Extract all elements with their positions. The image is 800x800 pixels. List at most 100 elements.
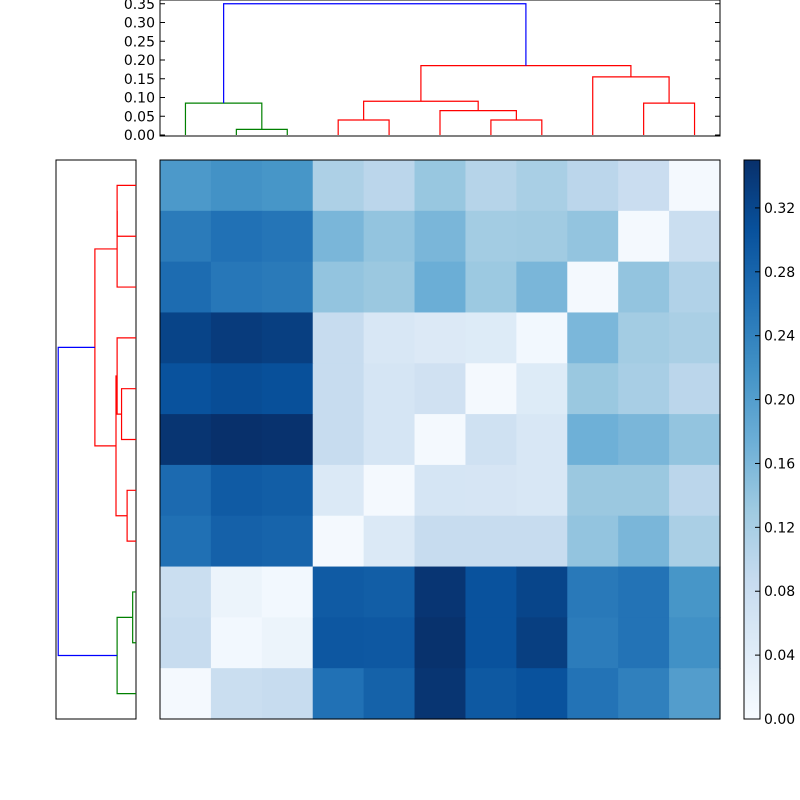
top-dendrogram-link (184, 102, 263, 135)
heatmap-cell (312, 668, 365, 720)
heatmap-cell (210, 312, 263, 364)
colorbar-tick-label: 0.00 (764, 712, 795, 728)
heatmap-cell (567, 515, 619, 568)
top-dendrogram-link (439, 110, 517, 135)
heatmap-cell (567, 312, 619, 364)
heatmap-cell (261, 312, 314, 364)
heatmap-cell (261, 261, 314, 314)
heatmap-cell (363, 617, 416, 669)
heatmap-cell (312, 617, 365, 669)
heatmap-cell (363, 464, 416, 517)
heatmap-cell (261, 617, 314, 669)
top-dendrogram-tick-label: 0.15 (124, 72, 155, 88)
heatmap-cell (414, 515, 467, 568)
heatmap-cell (516, 414, 568, 466)
heatmap-cell (669, 617, 721, 669)
colorbar-tick-label: 0.32 (764, 201, 795, 217)
heatmap-cell (312, 210, 365, 263)
heatmap-cell (669, 312, 721, 364)
heatmap-cell (363, 414, 416, 466)
heatmap-cell (414, 414, 467, 466)
heatmap-cell (210, 261, 263, 314)
heatmap-cell (567, 210, 619, 263)
heatmap-cell (160, 617, 212, 669)
heatmap-cell (414, 312, 467, 364)
heatmap-cell (465, 261, 517, 314)
colorbar-tick-label: 0.04 (764, 648, 795, 664)
heatmap-cell (516, 210, 568, 263)
heatmap-cell (414, 363, 467, 415)
heatmap-cell (618, 261, 670, 314)
heatmap-cell (261, 210, 314, 263)
heatmap-cell (312, 464, 365, 517)
heatmap-cell (160, 414, 212, 466)
heatmap-cell (567, 160, 619, 212)
top-dendrogram-link (592, 76, 670, 135)
heatmap-cell (669, 464, 721, 517)
heatmap-cell (618, 414, 670, 466)
heatmap-cell (567, 363, 619, 415)
heatmap-cell (160, 668, 212, 720)
left-dendrogram-link (120, 388, 136, 441)
heatmap-cell (567, 464, 619, 517)
heatmap-cell (618, 668, 670, 720)
heatmap-cell (312, 160, 365, 212)
heatmap-cell (210, 160, 263, 212)
top-dendrogram-link (420, 65, 632, 102)
heatmap-cell (465, 160, 517, 212)
heatmap-cell (567, 414, 619, 466)
heatmap-cell (363, 312, 416, 364)
heatmap-cell (414, 160, 467, 212)
top-dendrogram-tick-label: 0.25 (124, 34, 155, 50)
top-dendrogram-frame (159, 0, 721, 137)
heatmap-cell (618, 363, 670, 415)
heatmap-cell (669, 160, 721, 212)
heatmap-cell (261, 160, 314, 212)
heatmap-cell (210, 363, 263, 415)
colorbar-tick-label: 0.20 (764, 393, 795, 409)
colorbar-axis: 0.00 0.04 0.08 0.12 0.16 0.20 0.24 0.28 0.32 (755, 201, 795, 728)
heatmap-cell (312, 363, 365, 415)
heatmap-cell (261, 668, 314, 720)
heatmap-cell (618, 210, 670, 263)
heatmap-cell (414, 210, 467, 263)
heatmap-cell (465, 566, 517, 618)
heatmap-cell (160, 363, 212, 415)
heatmap-cell (160, 261, 212, 314)
heatmap-cell (210, 668, 263, 720)
heatmap-cell (363, 160, 416, 212)
heatmap-cell (618, 566, 670, 618)
heatmap-cell (618, 617, 670, 669)
heatmap-cell (618, 312, 670, 364)
heatmap-grid (160, 160, 721, 720)
colorbar-tick-label: 0.24 (764, 329, 795, 345)
top-dendrogram-link (337, 119, 390, 135)
heatmap-cell (567, 668, 619, 720)
heatmap-cell (210, 210, 263, 263)
heatmap-cell (465, 464, 517, 517)
colorbar-tick-label: 0.16 (764, 456, 795, 472)
top-dendrogram-link (223, 3, 527, 104)
heatmap-cell (363, 261, 416, 314)
top-dendrogram-tick-label: 0.00 (124, 128, 155, 144)
heatmap-cell (414, 261, 467, 314)
heatmap-cell (261, 363, 314, 415)
left-dendrogram-link (94, 248, 118, 447)
heatmap-cell (210, 515, 263, 568)
heatmap-cell (516, 668, 568, 720)
heatmap-cell (618, 464, 670, 517)
heatmap-cell (312, 515, 365, 568)
heatmap-cell (516, 312, 568, 364)
heatmap-cell (465, 668, 517, 720)
top-dendrogram-link (235, 128, 288, 135)
top-dendrogram-tick-label: 0.35 (124, 0, 155, 13)
heatmap-cell (516, 617, 568, 669)
heatmap-cell (261, 414, 314, 466)
heatmap-cell (669, 668, 721, 720)
left-dendrogram-link (126, 489, 136, 542)
heatmap-cell (414, 566, 467, 618)
heatmap-cell (567, 617, 619, 669)
heatmap-cell (465, 210, 517, 263)
heatmap-cell (669, 414, 721, 466)
